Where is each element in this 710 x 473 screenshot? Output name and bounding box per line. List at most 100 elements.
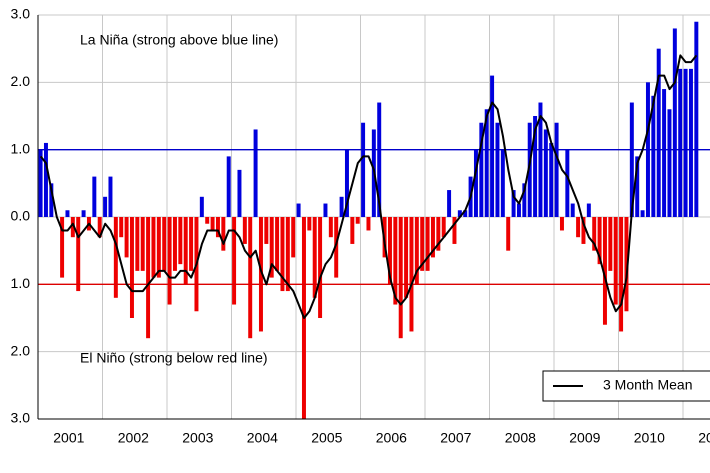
bar <box>420 217 425 271</box>
bar <box>527 122 532 217</box>
bar <box>409 217 414 332</box>
bar <box>506 217 511 251</box>
bar <box>167 217 172 305</box>
bar <box>688 68 693 217</box>
bar <box>355 217 360 224</box>
bar <box>366 217 371 231</box>
x-tick-label: 2010 <box>634 430 665 446</box>
x-tick-label: 2005 <box>311 430 342 446</box>
bar <box>619 217 624 332</box>
bar <box>683 68 688 217</box>
bar <box>269 217 274 278</box>
bar <box>522 183 527 217</box>
bar <box>76 217 81 292</box>
x-tick-label: 2008 <box>505 430 536 446</box>
bar <box>350 217 355 244</box>
bar <box>328 217 333 238</box>
bar <box>296 203 301 217</box>
bar <box>334 217 339 278</box>
x-tick-label: 2003 <box>182 430 213 446</box>
bar <box>436 217 441 251</box>
bar <box>635 156 640 217</box>
bar <box>452 217 457 244</box>
bar <box>500 149 505 217</box>
bar <box>312 217 317 298</box>
bar <box>490 75 495 217</box>
x-tick-label: 2009 <box>569 430 600 446</box>
bar <box>280 217 285 292</box>
bar <box>43 142 48 217</box>
y-tick-label: 1.0 <box>11 275 31 291</box>
bar <box>124 217 129 258</box>
bar <box>398 217 403 339</box>
x-tick-label: 2007 <box>440 430 471 446</box>
bar <box>183 217 188 285</box>
legend-label: 3 Month Mean <box>603 377 693 393</box>
bar <box>651 95 656 217</box>
bar <box>140 217 145 271</box>
bar <box>264 217 269 244</box>
bar <box>495 122 500 217</box>
bar <box>629 102 634 217</box>
bar <box>237 169 242 217</box>
bar <box>49 183 54 217</box>
bar <box>253 129 258 217</box>
bar <box>178 217 183 265</box>
bar <box>344 149 349 217</box>
bar <box>457 210 462 217</box>
bar <box>473 149 478 217</box>
x-tick-label: 2001 <box>53 430 84 446</box>
bar <box>672 28 677 217</box>
bar <box>404 217 409 298</box>
bar <box>248 217 253 339</box>
bar <box>511 190 516 217</box>
bar <box>425 217 430 271</box>
y-tick-label: 2.0 <box>11 73 31 89</box>
bar <box>232 217 237 305</box>
bar <box>387 217 392 285</box>
bar <box>162 217 167 271</box>
bar <box>678 68 683 217</box>
annotation: El Niño (strong below red line) <box>80 350 268 366</box>
bar <box>215 217 220 238</box>
bar <box>667 109 672 217</box>
x-tick-label: 2002 <box>118 430 149 446</box>
bar <box>275 217 280 271</box>
bar <box>447 190 452 217</box>
bar <box>65 210 70 217</box>
bar <box>554 122 559 217</box>
legend: 3 Month Mean <box>542 370 710 402</box>
bar <box>156 217 161 278</box>
bar <box>323 203 328 217</box>
y-tick-label: 3.0 <box>11 410 31 426</box>
bar <box>640 210 645 217</box>
bar <box>479 122 484 217</box>
bar <box>129 217 134 318</box>
bar <box>60 217 65 278</box>
bar <box>113 217 118 298</box>
bar <box>135 217 140 271</box>
bar <box>694 21 699 217</box>
bar <box>339 196 344 217</box>
bar <box>108 176 113 217</box>
x-tick-label: 2004 <box>247 430 278 446</box>
bar <box>592 217 597 251</box>
bar <box>656 48 661 217</box>
bar <box>543 129 548 217</box>
bar <box>242 217 247 244</box>
bar <box>92 176 97 217</box>
bar <box>377 102 382 217</box>
x-tick-label: 2006 <box>376 430 407 446</box>
bar <box>199 196 204 217</box>
bar <box>291 217 296 258</box>
y-tick-label: 1.0 <box>11 140 31 156</box>
bar <box>119 217 124 238</box>
mean-line <box>39 54 698 319</box>
bar <box>226 156 231 217</box>
bar <box>624 217 629 312</box>
bar <box>146 217 151 339</box>
annotation: La Niña (strong above blue line) <box>80 32 278 48</box>
bar <box>484 109 489 217</box>
bar <box>210 217 215 231</box>
